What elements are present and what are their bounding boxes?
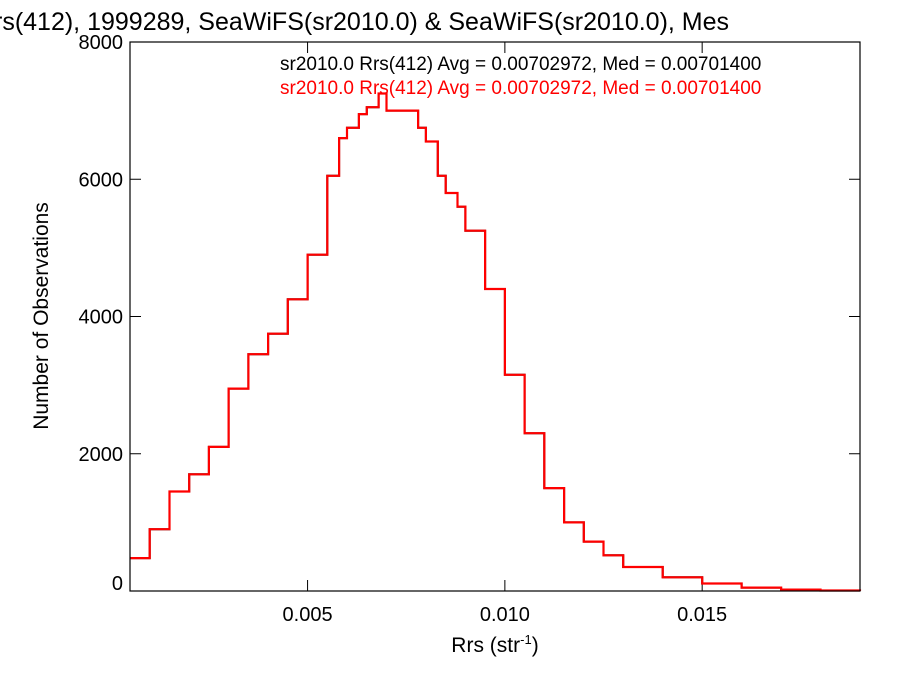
series-line-2 (130, 92, 862, 592)
series-line-1 (130, 92, 861, 592)
legend-entry-2: sr2010.0 Rrs(412) Avg = 0.00702972, Med … (280, 78, 761, 99)
x-tick-label: 0.010 (480, 604, 530, 626)
y-tick-label: 2000 (79, 444, 124, 466)
y-tick-label: 8000 (79, 32, 124, 54)
plot-frame (129, 41, 861, 592)
series-layer (130, 92, 862, 592)
chart-title: rs(412), 1999289, SeaWiFS(sr2010.0) & Se… (0, 8, 729, 36)
y-axis-label: Number of Observations (30, 202, 53, 430)
legend-entry-1: sr2010.0 Rrs(412) Avg = 0.00702972, Med … (280, 54, 761, 75)
x-tick-label: 0.015 (677, 604, 727, 626)
x-axis-label-close: ) (532, 634, 539, 657)
y-tick-label: 4000 (79, 307, 124, 329)
x-axis-label-main: Rrs (str (451, 634, 520, 657)
x-axis-label-exponent: -1 (520, 632, 532, 647)
x-tick-label: 0.005 (283, 604, 333, 626)
legend: sr2010.0 Rrs(412) Avg = 0.00702972, Med … (280, 54, 761, 99)
x-axis-label: Rrs (str-1) (451, 632, 538, 657)
y-axis-ticks: 0 2000 4000 6000 8000 (79, 32, 860, 595)
y-tick-label: 6000 (79, 169, 124, 191)
y-tick-label: 0 (112, 573, 123, 595)
x-axis-ticks: 0.005 0.010 0.015 (283, 42, 727, 626)
